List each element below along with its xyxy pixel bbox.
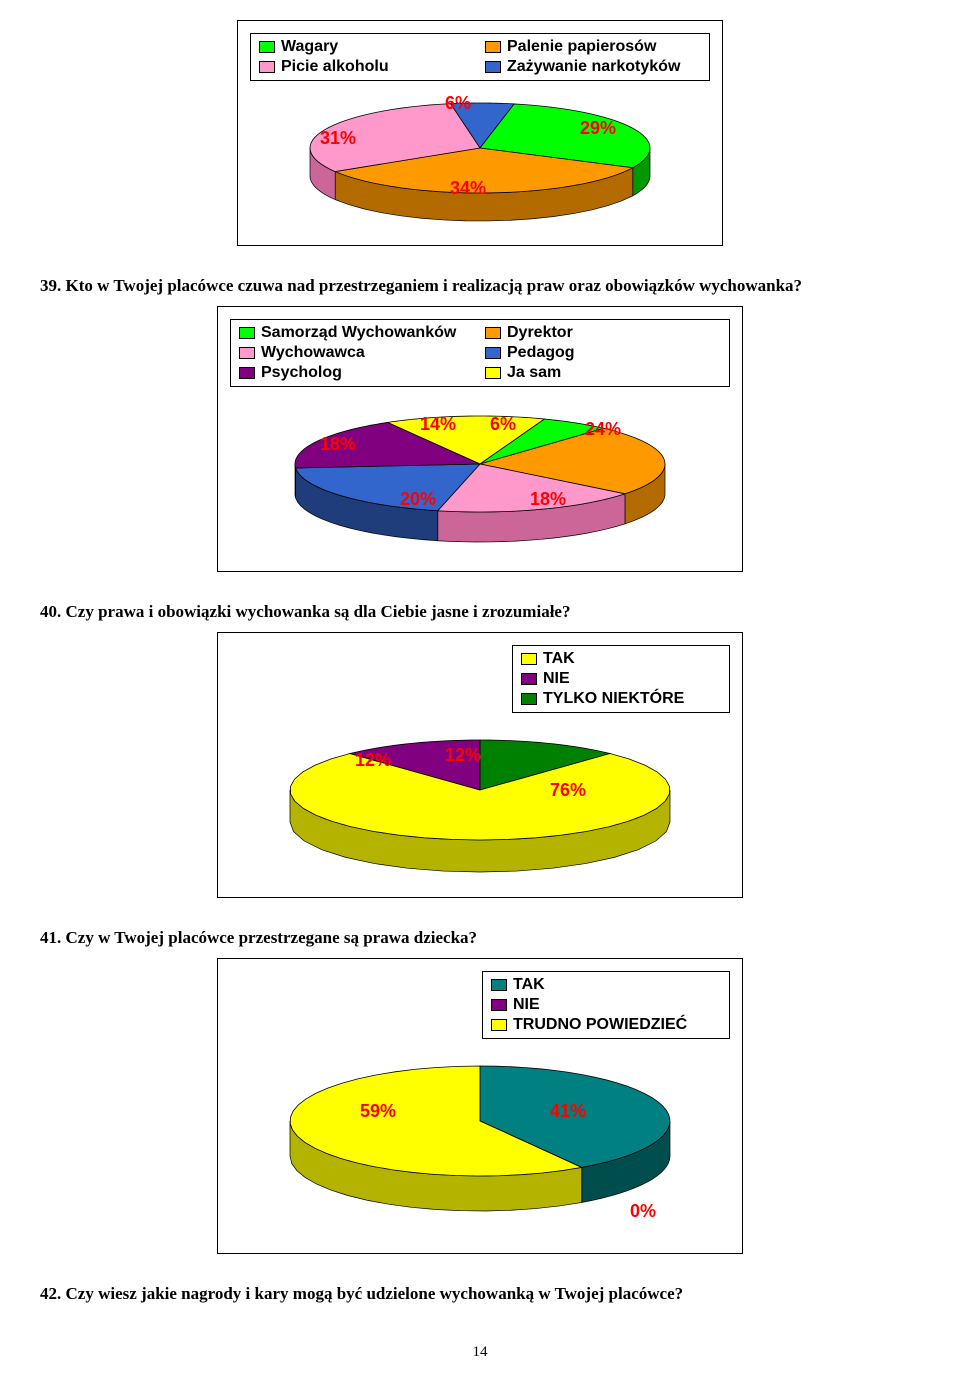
- legend-swatch: [485, 61, 501, 73]
- legend-item: Samorząd Wychowanków: [239, 324, 475, 342]
- question-42: 42. Czy wiesz jakie nagrody i kary mogą …: [40, 1284, 920, 1304]
- legend-item: Wagary: [259, 38, 475, 56]
- legend-item: Ja sam: [485, 364, 721, 382]
- legend-label: Palenie papierosów: [507, 38, 656, 56]
- chart3-label-12b: 12%: [445, 745, 481, 766]
- chart3-legend: TAK NIE TYLKO NIEKTÓRE: [512, 645, 730, 713]
- legend-label: Ja sam: [507, 364, 561, 382]
- legend-swatch: [239, 367, 255, 379]
- question-39: 39. Kto w Twojej placówce czuwa nad prze…: [40, 276, 920, 296]
- legend-label: NIE: [543, 670, 570, 688]
- chart2-label-14: 14%: [420, 414, 456, 435]
- legend-label: NIE: [513, 996, 540, 1014]
- legend-item: Dyrektor: [485, 324, 721, 342]
- chart4-label-59: 59%: [360, 1101, 396, 1122]
- chart3-label-76: 76%: [550, 780, 586, 801]
- chart2-label-18a: 18%: [320, 434, 356, 455]
- chart4-label-41: 41%: [550, 1101, 586, 1122]
- question-41: 41. Czy w Twojej placówce przestrzegane …: [40, 928, 920, 948]
- chart1-box: Wagary Palenie papierosów Picie alkoholu Za…: [237, 20, 723, 246]
- chart2-label-24: 24%: [585, 419, 621, 440]
- legend-item: Zażywanie narkotyków: [485, 58, 701, 76]
- legend-swatch: [491, 979, 507, 991]
- legend-label: Samorząd Wychowanków: [261, 324, 456, 342]
- chart2-label-18b: 18%: [530, 489, 566, 510]
- legend-swatch: [259, 61, 275, 73]
- legend-label: TAK: [513, 976, 545, 994]
- legend-item: TAK: [491, 976, 721, 994]
- legend-swatch: [521, 653, 537, 665]
- legend-swatch: [485, 327, 501, 339]
- legend-swatch: [239, 327, 255, 339]
- chart3-box: TAK NIE TYLKO NIEKTÓRE 12% 12% 76%: [217, 632, 743, 898]
- legend-item: TYLKO NIEKTÓRE: [521, 690, 721, 708]
- chart4-label-0: 0%: [630, 1201, 656, 1222]
- chart1-label-29: 29%: [580, 118, 616, 139]
- legend-label: Picie alkoholu: [281, 58, 389, 76]
- legend-swatch: [521, 693, 537, 705]
- chart2-label-20: 20%: [400, 489, 436, 510]
- legend-label: Pedagog: [507, 344, 575, 362]
- legend-item: TAK: [521, 650, 721, 668]
- legend-label: Wagary: [281, 38, 338, 56]
- legend-swatch: [239, 347, 255, 359]
- legend-item: NIE: [521, 670, 721, 688]
- chart3-pie: 12% 12% 76%: [250, 725, 710, 885]
- legend-item: Psycholog: [239, 364, 475, 382]
- chart3-label-12a: 12%: [355, 750, 391, 771]
- page-number: 14: [40, 1344, 920, 1361]
- legend-label: Wychowawca: [261, 344, 365, 362]
- legend-item: Palenie papierosów: [485, 38, 701, 56]
- legend-label: Psycholog: [261, 364, 342, 382]
- question-40: 40. Czy prawa i obowiązki wychowanka są …: [40, 602, 920, 622]
- chart2-pie: 14% 6% 24% 18% 20% 18%: [250, 399, 710, 559]
- chart2-legend: Samorząd Wychowanków Dyrektor Wychowawca Pe…: [230, 319, 730, 387]
- legend-item: NIE: [491, 996, 721, 1014]
- legend-label: Zażywanie narkotyków: [507, 58, 680, 76]
- legend-item: Pedagog: [485, 344, 721, 362]
- legend-label: TYLKO NIEKTÓRE: [543, 690, 684, 708]
- legend-item: TRUDNO POWIEDZIEĆ: [491, 1016, 721, 1034]
- legend-label: Dyrektor: [507, 324, 573, 342]
- chart2-box: Samorząd Wychowanków Dyrektor Wychowawca Pe…: [217, 306, 743, 572]
- chart1-label-31: 31%: [320, 128, 356, 149]
- legend-swatch: [491, 999, 507, 1011]
- chart1-label-6: 6%: [445, 93, 471, 114]
- legend-label: TRUDNO POWIEDZIEĆ: [513, 1016, 687, 1034]
- legend-swatch: [485, 367, 501, 379]
- chart1-pie: 31% 6% 29% 34%: [270, 93, 690, 233]
- legend-swatch: [485, 41, 501, 53]
- legend-item: Wychowawca: [239, 344, 475, 362]
- chart1-legend: Wagary Palenie papierosów Picie alkoholu Za…: [250, 33, 710, 81]
- legend-swatch: [521, 673, 537, 685]
- legend-item: Picie alkoholu: [259, 58, 475, 76]
- chart4-box: TAK NIE TRUDNO POWIEDZIEĆ 59% 41% 0%: [217, 958, 743, 1254]
- chart1-label-34: 34%: [450, 178, 486, 199]
- legend-swatch: [491, 1019, 507, 1031]
- legend-label: TAK: [543, 650, 575, 668]
- chart4-legend: TAK NIE TRUDNO POWIEDZIEĆ: [482, 971, 730, 1039]
- chart2-label-6: 6%: [490, 414, 516, 435]
- legend-swatch: [259, 41, 275, 53]
- legend-swatch: [485, 347, 501, 359]
- chart4-pie: 59% 41% 0%: [250, 1051, 710, 1241]
